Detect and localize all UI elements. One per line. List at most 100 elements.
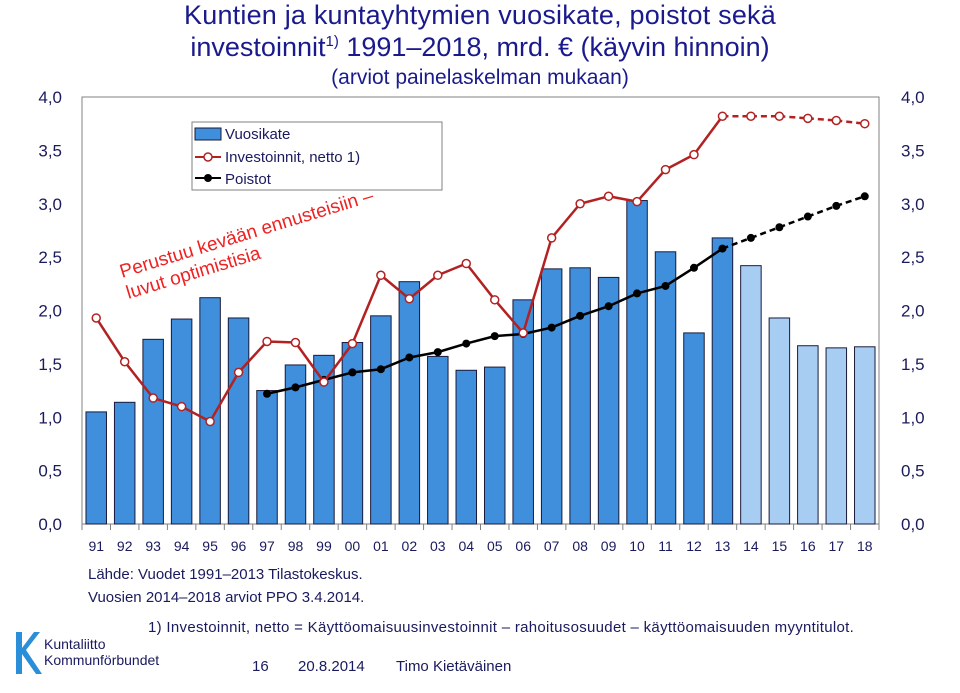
bar-vuosikate (142, 338, 164, 525)
y-tick-label-left: 3,0 (38, 195, 62, 214)
series-line-segment (266, 386, 296, 395)
bar-vuosikate (170, 318, 193, 525)
point-investoinnit (603, 191, 614, 202)
series-line-segment (237, 340, 268, 374)
x-tick-label: 14 (743, 538, 759, 554)
y-tick-label-right: 1,5 (901, 355, 925, 374)
point-poistot (775, 223, 784, 232)
series-line-segment (835, 195, 866, 208)
legend-label-poistot: Poistot (225, 171, 272, 188)
point-poistot (376, 365, 385, 374)
series-line-segment (521, 237, 553, 334)
point-poistot (803, 212, 812, 221)
bar-vuosikate (284, 364, 307, 525)
x-tick-label: 98 (288, 538, 304, 554)
point-investoinnit (746, 111, 756, 121)
chart-subtitle: (arviot painelaskelman mukaan) (331, 66, 629, 89)
x-tick-label: 95 (202, 538, 218, 554)
bar-vuosikate (256, 390, 278, 525)
series-line-segment (494, 332, 524, 338)
series-line-segment (636, 168, 667, 203)
x-tick-label: 08 (572, 538, 588, 554)
series-line-segment (465, 262, 496, 301)
series-line-segment (807, 117, 837, 122)
point-investoinnit (319, 377, 329, 387)
bar-vuosikate (512, 299, 534, 525)
series-line-segment (579, 305, 609, 318)
point-poistot (633, 289, 642, 298)
point-investoinnit (433, 270, 443, 281)
series-line-segment (608, 292, 638, 308)
footnote: 1) Investoinnit, netto = Käyttöomaisuusi… (148, 619, 855, 636)
x-tick-label: 04 (458, 538, 474, 554)
bar-vuosikate (569, 267, 591, 525)
x-tick-label: 01 (373, 538, 389, 554)
annotation-line-1: Perustuu kevään ennusteisiin – (117, 185, 376, 282)
x-tick-label: 03 (430, 538, 446, 554)
series-line-segment (836, 119, 865, 125)
series-line-segment (550, 202, 582, 239)
x-tick-label: 12 (686, 538, 702, 554)
x-tick-label: 09 (601, 538, 617, 554)
y-tick-label-left: 1,5 (38, 355, 62, 374)
point-investoinnit (176, 401, 187, 412)
bar-vuosikate (740, 265, 762, 525)
logo-text-1: Kuntaliitto (44, 636, 106, 652)
legend-label-investoinnit: Investoinnit, netto 1) (225, 149, 360, 166)
point-poistot (490, 332, 499, 341)
point-poistot (832, 201, 841, 210)
bar-vuosikate (540, 268, 563, 525)
legend-box (191, 121, 443, 191)
point-investoinnit (803, 113, 813, 124)
bar-vuosikate (797, 345, 819, 525)
y-tick-label-left: 3,5 (38, 141, 62, 160)
point-investoinnit (689, 149, 699, 160)
point-investoinnit (546, 233, 557, 243)
legend-marker-investoinnit (203, 152, 213, 162)
source-line-1: Lähde: Vuodet 1991–2013 Tilastokeskus. (88, 566, 363, 583)
point-poistot (462, 339, 471, 348)
y-tick-label-left: 2,5 (38, 248, 62, 267)
series-line-segment (664, 153, 695, 171)
bar-vuosikate (313, 354, 335, 525)
y-tick-label-left: 2,0 (38, 302, 62, 321)
point-investoinnit (717, 111, 728, 121)
series-line-segment (722, 236, 752, 250)
y-tick-label-right: 3,0 (901, 195, 925, 214)
point-poistot (661, 281, 670, 290)
series-line-segment (664, 266, 695, 288)
bar-vuosikate (626, 200, 648, 525)
x-tick-label: 15 (772, 538, 788, 554)
bar-vuosikate (654, 251, 677, 525)
point-investoinnit (860, 118, 870, 129)
series-line-segment (608, 195, 638, 203)
bar-vuosikate (427, 355, 449, 525)
point-poistot (348, 368, 357, 377)
series-line-segment (322, 342, 354, 383)
y-tick-label-right: 2,0 (901, 302, 925, 321)
legend-swatch-vuosikate (194, 127, 222, 141)
series-line-segment (778, 215, 809, 229)
point-poistot (433, 348, 442, 357)
bar-vuosikate (398, 281, 421, 525)
series-line-segment (352, 367, 382, 374)
y-tick-label-right: 4,0 (901, 88, 925, 107)
series-line-segment (750, 226, 780, 240)
y-tick-label-left: 4,0 (38, 88, 62, 107)
bar-vuosikate (597, 276, 620, 525)
y-tick-label-left: 0,5 (38, 462, 62, 481)
x-tick-label: 94 (174, 538, 190, 554)
series-line-segment (380, 274, 411, 300)
bar-vuosikate (768, 317, 791, 525)
series-line-segment (152, 396, 182, 408)
series-line-segment (294, 341, 325, 383)
series-line-segment (693, 247, 724, 269)
kuntaliitto-logo: Kuntaliitto Kommunförbundet (12, 630, 192, 680)
x-tick-label: 11 (658, 538, 673, 554)
y-tick-label-right: 3,5 (901, 141, 925, 160)
point-investoinnit (774, 111, 785, 121)
point-investoinnit (575, 199, 585, 209)
bar-vuosikate (483, 366, 506, 525)
bar-vuosikate (455, 369, 478, 525)
